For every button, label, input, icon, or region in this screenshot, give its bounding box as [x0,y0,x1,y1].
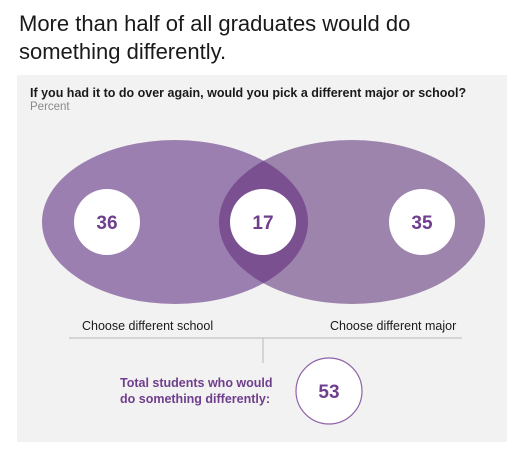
right-ellipse-label: Choose different major [330,319,457,333]
headline: More than half of all graduates would do… [19,11,411,64]
total-value: 53 [318,382,339,403]
total-value-circle [295,357,363,425]
total-label: Total students who would do something di… [120,376,273,406]
right-value: 35 [411,213,433,234]
right-value-circle [389,189,455,255]
overlap-value: 17 [252,213,273,234]
chart-unit: Percent [30,101,70,113]
left-value: 36 [96,213,117,234]
overlap-value-circle [230,189,296,255]
venn-overlap [219,140,308,304]
left-value-circle [74,189,140,255]
chart-question: If you had it to do over again, would yo… [30,86,467,100]
chart-panel: If you had it to do over again, would yo… [17,75,507,442]
left-ellipse-label: Choose different school [82,319,214,333]
venn-diagram: 36 17 35 53 [42,140,485,425]
